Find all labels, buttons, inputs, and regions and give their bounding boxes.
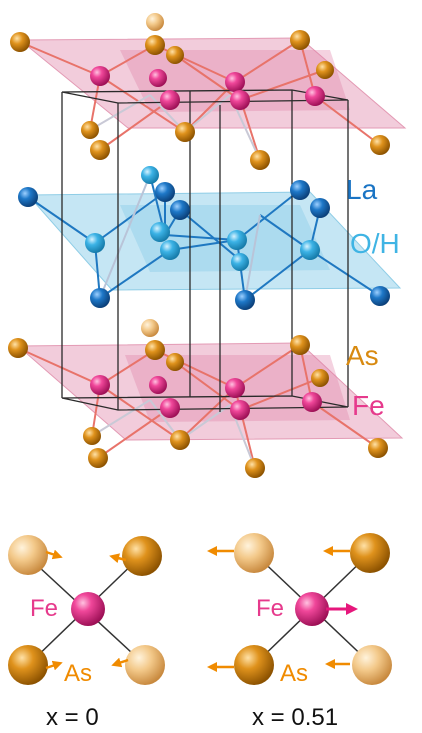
atoms-top-layer [10,13,390,170]
legend-la: La [346,174,378,205]
fe-atom [295,592,329,626]
legend-as: As [346,340,379,371]
as-atom-dark [350,533,390,573]
caption-x051: x = 0.51 [252,704,339,731]
as-atom-light [352,645,392,685]
panel-x0-fe-label: Fe [30,595,59,622]
panel-x0 [8,535,165,685]
panel-x0-as-label: As [64,660,93,687]
as-atom-light [234,533,274,573]
displacement-arrow [45,660,63,671]
unit-cell-edges [61,89,349,412]
panel-x051 [207,533,392,685]
caption-x0: x = 0 [46,704,99,731]
atoms-bottom-layer [8,319,388,478]
as-atom-light [8,535,48,575]
fe-plane-bottom [16,342,404,441]
as-atom-dark [8,645,48,685]
legend-fe: Fe [352,390,385,421]
panel-x051-as-label: As [280,660,309,687]
as-atom-dark [122,536,162,576]
oh-plane [26,191,402,291]
as-atom-light [125,645,165,685]
fe-as-layer-bottom [16,342,404,469]
as-atom-dark [234,645,274,685]
fe-atom [71,592,105,626]
legend-oh: O/H [350,228,400,259]
displacement-arrow [109,553,127,564]
la-oh-layer [26,174,402,301]
displacement-arrow [111,657,129,668]
panel-x051-fe-label: Fe [256,595,285,622]
displacement-arrow [45,549,63,560]
atoms-la-oh-layer [18,166,390,310]
fe-plane-top [18,37,407,129]
fe-as-layer-top [18,37,407,161]
